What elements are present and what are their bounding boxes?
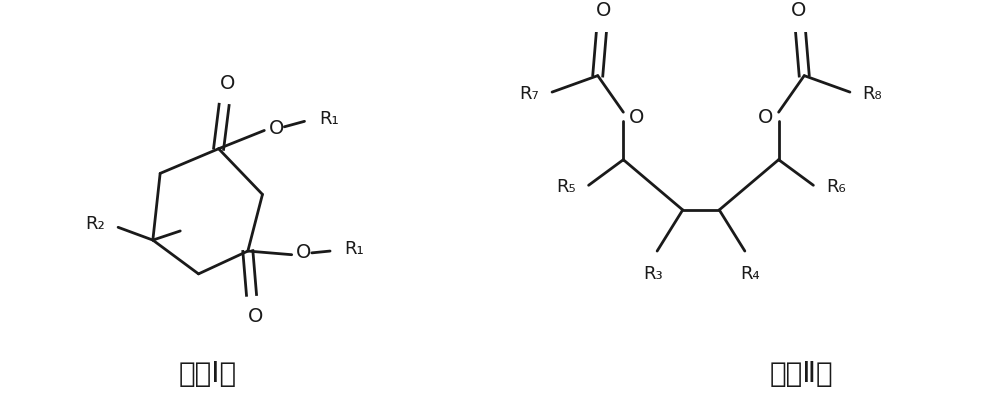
Text: R₅: R₅ xyxy=(556,178,576,196)
Text: O: O xyxy=(296,243,311,262)
Text: R₃: R₃ xyxy=(644,265,663,283)
Text: O: O xyxy=(628,108,644,127)
Text: R₁: R₁ xyxy=(319,110,339,128)
Text: R₄: R₄ xyxy=(741,265,760,283)
Text: O: O xyxy=(268,119,284,138)
Text: O: O xyxy=(247,307,263,326)
Text: 式（Ⅰ）: 式（Ⅰ） xyxy=(179,360,237,388)
Text: R₈: R₈ xyxy=(863,85,882,103)
Text: O: O xyxy=(220,74,235,93)
Text: R₁: R₁ xyxy=(345,240,364,258)
Text: 式（Ⅱ）: 式（Ⅱ） xyxy=(770,360,833,388)
Text: O: O xyxy=(596,1,611,20)
Text: O: O xyxy=(791,1,806,20)
Text: O: O xyxy=(758,108,774,127)
Text: R₆: R₆ xyxy=(826,178,846,196)
Text: R₂: R₂ xyxy=(86,215,105,233)
Text: R₇: R₇ xyxy=(520,85,539,103)
